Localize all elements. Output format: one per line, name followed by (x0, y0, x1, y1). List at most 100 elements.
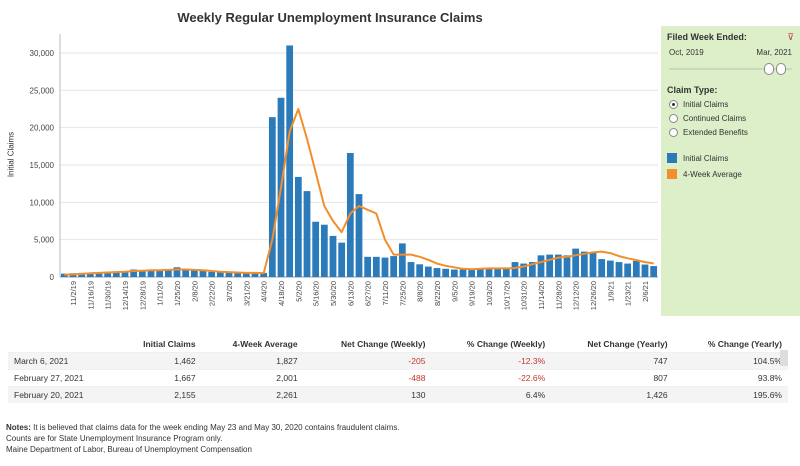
radio-label: Initial Claims (683, 100, 729, 109)
legend-label: Initial Claims (683, 153, 729, 163)
x-tick-label: 10/17/20 (502, 281, 511, 310)
bar (537, 255, 545, 277)
radio-label: Extended Benefits (683, 128, 748, 137)
radio-initial-claims[interactable]: Initial Claims (669, 100, 728, 109)
bar (320, 224, 328, 277)
table-cell: 130 (303, 386, 432, 403)
x-tick-label: 5/2/20 (294, 281, 303, 302)
series-line-4-week-average (64, 108, 654, 276)
x-tick-label: 12/28/19 (138, 281, 147, 310)
x-tick-label: 4/4/20 (260, 281, 269, 302)
table-cell: February 27, 2021 (8, 369, 117, 387)
table-cell: 104.5% (673, 352, 788, 370)
table-cell: 807 (551, 369, 674, 387)
bar (511, 262, 519, 277)
bar (95, 272, 103, 277)
y-tick-label: 25,000 (30, 86, 55, 95)
x-tick-label: 11/28/20 (554, 281, 563, 310)
table-cell: -488 (303, 369, 432, 387)
x-tick-label: 5/30/20 (329, 281, 338, 306)
table-cell: 195.6% (673, 386, 788, 403)
legend-initial-claims[interactable]: Initial Claims (667, 153, 728, 163)
notes-line-1: Notes: It is believed that claims data f… (6, 422, 400, 433)
radio-selected-icon[interactable] (669, 100, 678, 109)
bar (494, 268, 502, 277)
x-tick-label: 12/14/19 (121, 281, 130, 310)
range-end-label: Mar, 2021 (756, 48, 792, 57)
table-cell: March 6, 2021 (8, 352, 117, 370)
table-row: February 27, 2021 1,667 2,001 -488 -22.6… (8, 369, 788, 387)
x-tick-label: 10/3/20 (485, 281, 494, 306)
table-cell: 1,426 (551, 386, 674, 403)
table-cell: 1,462 (116, 352, 202, 370)
bar (632, 260, 640, 277)
y-tick-label: 5,000 (34, 236, 55, 245)
table-cell: 1,667 (116, 369, 202, 387)
x-tick-label: 1/9/21 (606, 281, 615, 302)
table-header-row: Initial Claims 4-Week Average Net Change… (8, 336, 788, 353)
bar (208, 271, 216, 277)
x-tick-label: 3/7/20 (225, 281, 234, 302)
bar (520, 263, 528, 277)
line-layer (64, 108, 654, 276)
table-cell: February 20, 2021 (8, 386, 117, 403)
bar (650, 266, 658, 277)
bar (554, 254, 562, 277)
bar (615, 262, 623, 277)
y-tick-label: 0 (50, 273, 55, 282)
table-row: March 6, 2021 1,462 1,827 -205 -12.3% 74… (8, 352, 788, 370)
bar (303, 191, 311, 277)
radio-extended-benefits[interactable]: Extended Benefits (669, 128, 748, 137)
slider-handle-start[interactable] (764, 63, 774, 75)
legend-4-week-average[interactable]: 4-Week Average (667, 169, 742, 179)
bar (164, 270, 172, 277)
legend-label: 4-Week Average (683, 169, 742, 179)
bar (312, 221, 320, 277)
table-cell: -12.3% (431, 352, 552, 370)
filter-week-title: Filed Week Ended: (667, 32, 747, 42)
bar (130, 269, 138, 277)
x-tick-label: 9/19/20 (468, 281, 477, 306)
bar (468, 268, 476, 277)
slider-handle-end[interactable] (776, 63, 786, 75)
y-tick-label: 20,000 (30, 124, 55, 133)
radio-continued-claims[interactable]: Continued Claims (669, 114, 746, 123)
table-cell: 2,001 (201, 369, 304, 387)
bar (268, 117, 276, 277)
filter-icon[interactable]: ⊽ (787, 32, 794, 42)
bar (364, 256, 372, 277)
x-tick-label: 6/13/20 (346, 281, 355, 306)
bar (199, 271, 207, 277)
x-tick-label: 1/11/20 (156, 281, 165, 305)
bar (459, 269, 467, 277)
bar (329, 235, 337, 277)
table-header: Initial Claims (143, 339, 196, 349)
bar (624, 263, 632, 277)
x-tick-label: 10/31/20 (520, 281, 529, 310)
table-cell: -205 (303, 352, 432, 370)
table-scrollbar[interactable] (780, 350, 788, 366)
notes-label: Notes: (6, 423, 31, 432)
y-tick-label: 10,000 (30, 198, 55, 207)
date-range-slider[interactable] (669, 68, 792, 70)
chart-title: Weekly Regular Unemployment Insurance Cl… (177, 10, 483, 25)
bar (216, 272, 224, 277)
table-cell: 2,155 (116, 386, 202, 403)
radio-icon[interactable] (669, 128, 678, 137)
bar (78, 272, 86, 277)
bar (442, 268, 450, 277)
notes-line-3: Maine Department of Labor, Bureau of Une… (6, 445, 252, 454)
x-tick-label: 4/18/20 (277, 281, 286, 306)
table-header: Net Change (Yearly) (587, 339, 668, 349)
radio-icon[interactable] (669, 114, 678, 123)
table-row: February 20, 2021 2,155 2,261 130 6.4% 1… (8, 386, 788, 403)
bar (563, 255, 571, 277)
bar (580, 251, 588, 277)
bar (225, 272, 233, 277)
bar (190, 270, 198, 277)
table-header: Net Change (Weekly) (341, 339, 426, 349)
notes-text-1: It is believed that claims data for the … (30, 423, 400, 432)
x-tick-label: 1/25/20 (173, 281, 182, 306)
y-tick-label: 15,000 (30, 161, 55, 170)
x-tick-label: 8/22/20 (433, 281, 442, 306)
